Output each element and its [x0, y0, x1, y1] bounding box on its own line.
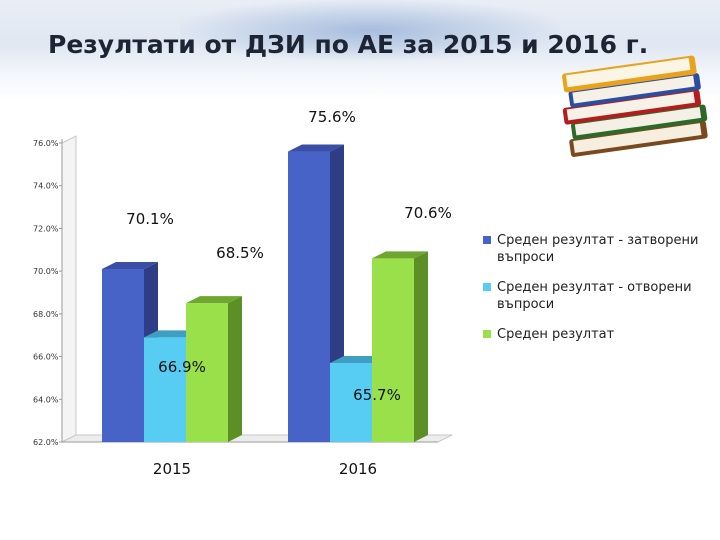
- bar-2015-series-3: [186, 303, 228, 442]
- bar-top-2015-series-3: [186, 296, 242, 304]
- legend-swatch: [483, 330, 491, 338]
- legend-swatch: [483, 236, 491, 244]
- bar-top-2016-series-3: [372, 251, 428, 259]
- x-tick-label: 2016: [339, 460, 377, 478]
- bar-2015-series-1: [102, 269, 144, 442]
- y-tick-label: 76.0%: [33, 139, 59, 148]
- y-tick-label: 74.0%: [33, 182, 59, 191]
- y-tick-label: 66.0%: [33, 353, 59, 362]
- bar-2016-series-2: [330, 362, 372, 442]
- y-tick-label: 68.0%: [33, 310, 59, 319]
- x-tick-label: 2015: [153, 460, 191, 478]
- data-label: 70.6%: [404, 204, 452, 222]
- legend-swatch: [483, 283, 491, 291]
- legend-item: Среден резултат: [483, 326, 713, 343]
- data-label: 75.6%: [308, 108, 356, 126]
- chart-legend: Среден резултат - затворени въпроси Среде…: [483, 232, 713, 356]
- legend-label: Среден резултат: [497, 327, 615, 342]
- bar-2016-series-3: [372, 258, 414, 442]
- y-tick-label: 72.0%: [33, 224, 59, 233]
- books-stack-icon: [562, 55, 708, 157]
- y-tick-label: 70.0%: [33, 267, 59, 276]
- bar-2016-series-1: [288, 151, 330, 443]
- data-label: 68.5%: [216, 244, 264, 262]
- header-band: [0, 0, 720, 100]
- legend-label: Среден резултат - затворени въпроси: [497, 233, 699, 265]
- y-tick-label: 62.0%: [33, 438, 59, 447]
- side-wall: [61, 135, 77, 443]
- legend-label: Среден резултат - отворени въпроси: [497, 280, 692, 312]
- slide-title: Резултати от ДЗИ по АЕ за 2015 и 2016 г.: [48, 30, 649, 59]
- data-label: 70.1%: [126, 210, 174, 228]
- bar-side-2015-series-3: [228, 296, 242, 442]
- bar-top-2015-series-1: [102, 262, 158, 270]
- bar-top-2016-series-1: [288, 144, 344, 152]
- data-label: 66.9%: [158, 358, 206, 376]
- bar-side-2016-series-3: [414, 251, 428, 442]
- legend-item: Среден резултат - затворени въпроси: [483, 232, 713, 266]
- legend-item: Среден резултат - отворени въпроси: [483, 279, 713, 313]
- bar-2015-series-2: [144, 337, 186, 442]
- y-tick-label: 64.0%: [33, 395, 59, 404]
- data-label: 65.7%: [353, 386, 401, 404]
